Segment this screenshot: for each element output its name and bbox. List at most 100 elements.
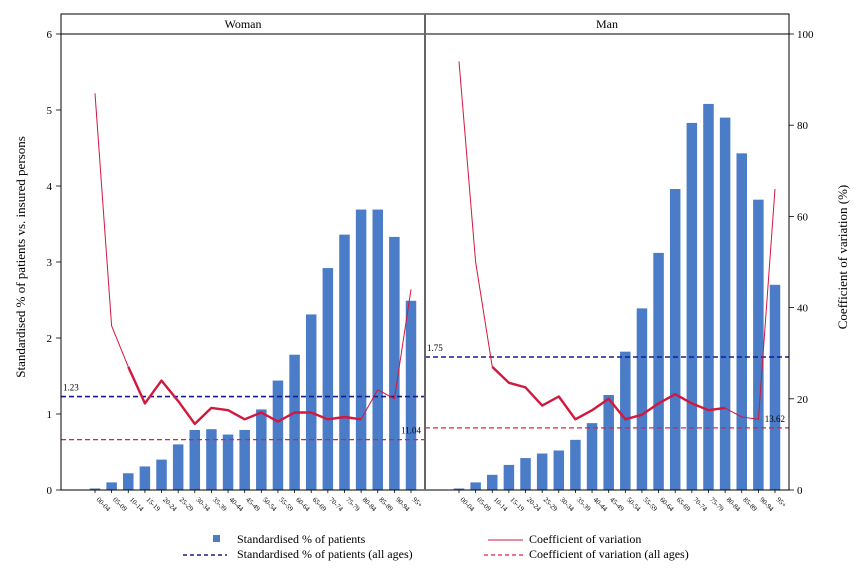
cv-line-thin bbox=[458, 61, 493, 367]
cv-line-thick bbox=[491, 366, 726, 421]
bar bbox=[520, 458, 531, 490]
y-axis-label: Standardised % of patients vs. insured p… bbox=[13, 136, 28, 378]
y2-tick-label: 40 bbox=[797, 303, 809, 315]
x-tick-label: 75-79 bbox=[708, 496, 726, 514]
x-tick-label: 60-64 bbox=[294, 496, 312, 514]
bar bbox=[470, 482, 481, 490]
bar bbox=[703, 103, 714, 491]
panel-man: Man 1.75 13.62 bbox=[424, 13, 790, 491]
bar bbox=[89, 488, 101, 490]
panel-title: Woman bbox=[224, 17, 261, 31]
x-tick-label: 40-44 bbox=[592, 496, 610, 514]
x-tick-label: 15-19 bbox=[508, 496, 526, 514]
bar bbox=[305, 314, 317, 490]
x-tick-label: 85-89 bbox=[741, 496, 759, 514]
x-tick-label: 25-29 bbox=[542, 496, 560, 514]
x-tick-label: 45-49 bbox=[244, 496, 262, 514]
bar bbox=[289, 354, 300, 490]
bar bbox=[206, 429, 217, 490]
panel-title: Man bbox=[596, 17, 618, 31]
bar bbox=[189, 429, 201, 490]
y2-tick-label: 60 bbox=[797, 211, 809, 223]
x-tick-label: 65-69 bbox=[675, 496, 693, 514]
bar bbox=[389, 236, 400, 490]
x-tick-label: 50-54 bbox=[261, 496, 279, 514]
panel-woman: Woman 1.23 11.04 bbox=[60, 13, 426, 490]
x-tick-label: 25-29 bbox=[178, 496, 196, 514]
bar bbox=[372, 209, 383, 490]
bar bbox=[106, 482, 117, 490]
y2-tick-label: 20 bbox=[797, 394, 809, 406]
bar bbox=[453, 488, 465, 490]
x-tick-label: 00-04 bbox=[459, 496, 477, 514]
x-tick-label: 85-89 bbox=[377, 496, 395, 514]
cv-line-thick bbox=[127, 366, 362, 426]
all-ages-cv-label: 11.04 bbox=[401, 426, 421, 436]
bar bbox=[753, 199, 764, 490]
bar bbox=[586, 423, 598, 490]
legend-cv-label: Coefficient of variation bbox=[529, 532, 641, 546]
x-tick-label: 95+ bbox=[775, 496, 788, 509]
x-tick-label: 05-09 bbox=[111, 496, 129, 514]
x-tick-label: 35-39 bbox=[211, 496, 229, 514]
y-tick-label: 1 bbox=[47, 409, 53, 421]
bar bbox=[123, 473, 134, 490]
all-ages-cv-label: 13.62 bbox=[765, 414, 785, 424]
x-tick-label: 05-09 bbox=[475, 496, 493, 514]
bar bbox=[636, 308, 648, 490]
bar bbox=[487, 474, 498, 490]
bar bbox=[769, 284, 781, 490]
bar bbox=[322, 268, 334, 490]
x-tick-label: 90-94 bbox=[394, 496, 412, 514]
x-tick-label: 15-19 bbox=[144, 496, 162, 514]
bar bbox=[239, 429, 250, 490]
x-tick-label: 10-14 bbox=[128, 496, 146, 514]
bar bbox=[503, 464, 515, 490]
y2-tick-label: 80 bbox=[797, 120, 809, 132]
x-tick-label: 10-14 bbox=[492, 496, 510, 514]
y-tick-label: 5 bbox=[47, 105, 53, 117]
y2-axis-label: Coefficient of variation (%) bbox=[835, 185, 850, 330]
bar bbox=[653, 252, 664, 490]
bar bbox=[620, 351, 631, 490]
bar bbox=[736, 153, 747, 490]
all-ages-bars-label: 1.75 bbox=[427, 343, 443, 353]
x-tick-label: 75-79 bbox=[344, 496, 362, 514]
cv-line-thin bbox=[94, 93, 129, 368]
bar bbox=[256, 409, 267, 490]
x-tick-label: 70-74 bbox=[327, 496, 345, 514]
cv-line-thin bbox=[724, 188, 776, 420]
y2-tick-label: 100 bbox=[797, 29, 814, 41]
axes: 00-04 05-09 10-14 15-19 20-24 25-29 30-34 35-39… bbox=[47, 13, 814, 514]
x-tick-label: 30-34 bbox=[558, 496, 576, 514]
bar bbox=[570, 439, 581, 490]
bar bbox=[222, 434, 234, 490]
x-tick-label: 00-04 bbox=[95, 496, 113, 514]
all-ages-bars-label: 1.23 bbox=[63, 383, 79, 393]
x-tick-label: 90-94 bbox=[758, 496, 776, 514]
bar bbox=[669, 189, 681, 491]
x-tick-label: 80-84 bbox=[361, 496, 379, 514]
legend-bars-swatch bbox=[213, 535, 220, 542]
bar bbox=[719, 117, 731, 490]
x-tick-label: 30-34 bbox=[194, 496, 212, 514]
legend-cv-all-label: Coefficient of variation (all ages) bbox=[529, 547, 689, 561]
bar bbox=[139, 466, 151, 490]
y-tick-label: 4 bbox=[47, 181, 53, 193]
bar bbox=[272, 380, 284, 490]
bar bbox=[355, 209, 367, 490]
legend-bars-all-label: Standardised % of patients (all ages) bbox=[237, 547, 413, 561]
cv-line-thin bbox=[360, 289, 412, 420]
y2-tick-label: 0 bbox=[797, 485, 803, 497]
y-tick-label: 0 bbox=[47, 485, 53, 497]
bar bbox=[339, 234, 350, 490]
x-tick-label: 50-54 bbox=[625, 496, 643, 514]
x-tick-label: 55-59 bbox=[642, 496, 660, 514]
y-tick-label: 3 bbox=[47, 257, 53, 269]
bar bbox=[553, 450, 565, 490]
bar bbox=[405, 300, 417, 490]
x-tick-label: 20-24 bbox=[161, 496, 179, 514]
x-tick-label: 20-24 bbox=[525, 496, 543, 514]
y-tick-label: 2 bbox=[47, 333, 53, 345]
